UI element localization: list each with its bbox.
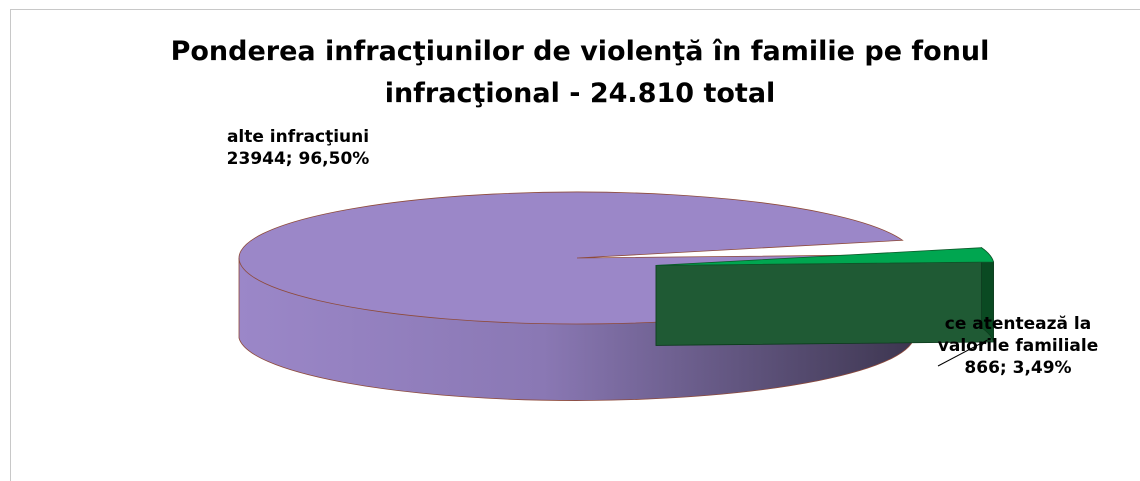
chart-title: Ponderea infracţiunilor de violenţă în f… bbox=[171, 36, 990, 109]
data-label-alte-infractiuni: alte infracţiuni 23944; 96,50% bbox=[227, 127, 370, 169]
chart-title-line-2: infracţional - 24.810 total bbox=[385, 78, 776, 109]
frame-border-top bbox=[10, 9, 1140, 10]
data-label-familie: ce atentează la valorile familiale 866; 3,… bbox=[938, 314, 1098, 378]
frame-border-left bbox=[10, 9, 11, 481]
leader-line-familie bbox=[937, 339, 988, 367]
pie-slice-radial-wall-familie bbox=[655, 261, 994, 346]
chart-title-line-1: Ponderea infracţiunilor de violenţă în f… bbox=[171, 36, 990, 67]
pie-slice-familie bbox=[655, 247, 995, 266]
